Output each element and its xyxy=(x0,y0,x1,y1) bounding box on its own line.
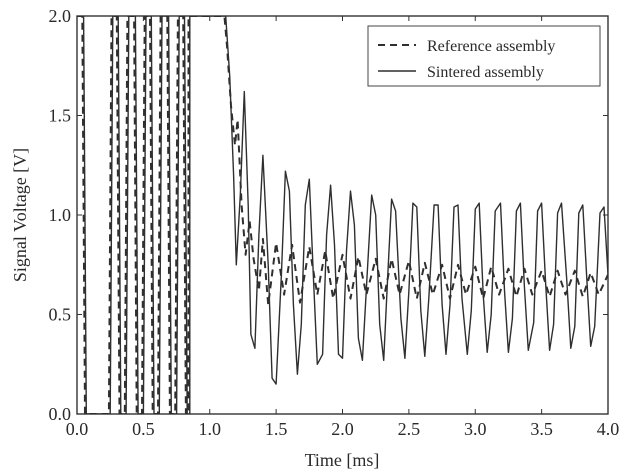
y-tick-label: 0.0 xyxy=(49,404,72,424)
y-tick-label: 1.5 xyxy=(49,106,72,126)
x-tick-label: 0.0 xyxy=(66,419,89,439)
x-tick-label: 1.5 xyxy=(265,419,288,439)
series-line-sintered xyxy=(77,16,608,414)
x-axis-ticks: 0.0 0.5 1.0 1.5 2.0 2.5 3.0 3.5 4.0 xyxy=(66,16,620,439)
y-axis-ticks: 0.0 0.5 1.0 1.5 2.0 xyxy=(49,6,608,424)
x-tick-label: 3.5 xyxy=(530,419,553,439)
x-tick-label: 4.0 xyxy=(597,419,620,439)
x-tick-label: 2.5 xyxy=(398,419,421,439)
x-tick-label: 2.0 xyxy=(331,419,354,439)
x-axis-title: Time [ms] xyxy=(305,450,380,470)
legend-label-sintered: Sintered assembly xyxy=(427,64,544,81)
x-tick-label: 3.0 xyxy=(464,419,487,439)
series-layer xyxy=(77,16,608,414)
y-tick-label: 2.0 xyxy=(49,6,72,26)
legend: Reference assembly Sintered assembly xyxy=(367,25,601,87)
x-tick-label: 0.5 xyxy=(132,419,155,439)
y-tick-label: 0.5 xyxy=(49,305,72,325)
legend-box xyxy=(367,25,601,87)
y-axis-title: Signal Voltage [V] xyxy=(10,148,30,282)
series-line-reference xyxy=(77,16,608,414)
y-tick-label: 1.0 xyxy=(49,205,72,225)
legend-label-reference: Reference assembly xyxy=(427,38,555,55)
x-tick-label: 1.0 xyxy=(199,419,222,439)
